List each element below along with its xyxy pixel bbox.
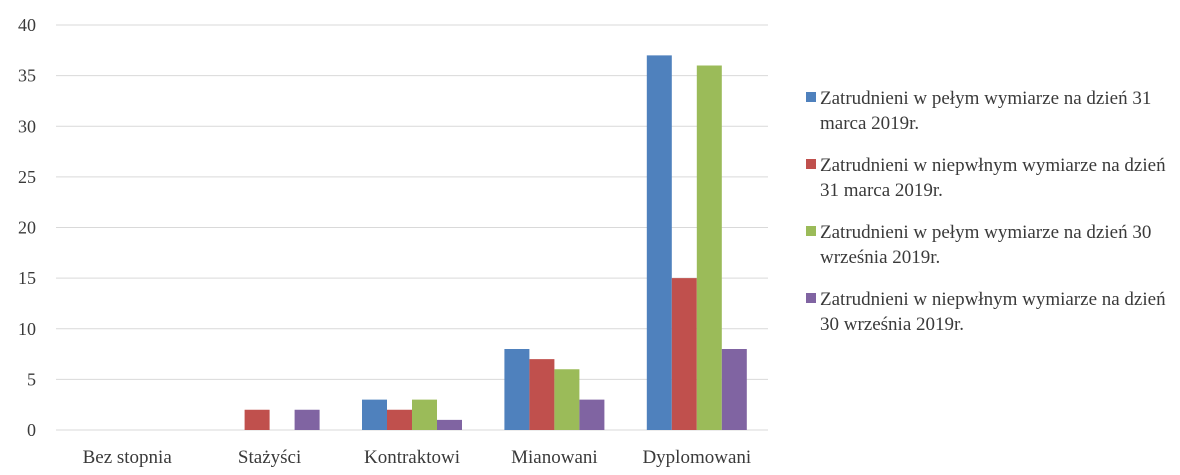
- x-tick-label: Kontraktowi: [364, 447, 460, 468]
- legend-label: Zatrudnieni w niepwłnym wymiarze na dzie…: [820, 289, 1166, 335]
- bar: [696, 65, 722, 430]
- y-tick-label: 20: [18, 218, 36, 238]
- bar: [646, 55, 672, 430]
- bar-chart: 0 5 10 15 20 25 30 35 40 Bez stopnia Stażyści Kontr…: [18, 15, 768, 468]
- bar: [504, 349, 530, 430]
- y-tick-label: 10: [18, 319, 36, 339]
- legend-swatch: [806, 92, 816, 102]
- bar: [671, 278, 697, 430]
- chart-canvas: 0 5 10 15 20 25 30 35 40 Bez stopnia Stażyści Kontr…: [18, 15, 768, 468]
- bar: [554, 369, 580, 430]
- y-tick-label: 0: [27, 420, 36, 440]
- y-tick-label: 15: [18, 268, 36, 288]
- legend-swatch: [806, 159, 816, 169]
- legend-label: Zatrudnieni w pełym wymiarze na dzień 31…: [820, 88, 1152, 134]
- bar: [437, 419, 462, 430]
- legend-label: Zatrudnieni w pełym wymiarze na dzień 30…: [820, 222, 1152, 268]
- x-tick-label: Dyplomowani: [642, 447, 751, 468]
- chart-legend: Zatrudnieni w pełym wymiarze na dzień 31…: [806, 86, 1178, 354]
- legend-swatch: [806, 226, 816, 236]
- legend-label: Zatrudnieni w niepwłnym wymiarze na dzie…: [820, 155, 1166, 201]
- x-tick-label: Stażyści: [238, 447, 301, 468]
- x-tick-label: Mianowani: [511, 447, 598, 468]
- bar: [362, 399, 387, 430]
- y-tick-label: 35: [18, 66, 36, 86]
- legend-swatch: [806, 293, 816, 303]
- legend-item: Zatrudnieni w pełym wymiarze na dzień 30…: [806, 220, 1178, 270]
- bar: [721, 349, 747, 430]
- bar: [387, 409, 412, 430]
- bar: [294, 409, 320, 430]
- bar: [579, 399, 605, 430]
- y-tick-label: 5: [27, 369, 36, 389]
- bar: [412, 399, 437, 430]
- bar: [244, 409, 270, 430]
- y-tick-label: 40: [18, 15, 36, 35]
- legend-item: Zatrudnieni w niepwłnym wymiarze na dzie…: [806, 287, 1178, 337]
- y-tick-label: 25: [18, 167, 36, 187]
- legend-item: Zatrudnieni w niepwłnym wymiarze na dzie…: [806, 153, 1178, 203]
- bar: [529, 359, 555, 430]
- x-tick-label: Bez stopnia: [83, 447, 173, 468]
- legend-item: Zatrudnieni w pełym wymiarze na dzień 31…: [806, 86, 1178, 136]
- y-tick-label: 30: [18, 116, 36, 136]
